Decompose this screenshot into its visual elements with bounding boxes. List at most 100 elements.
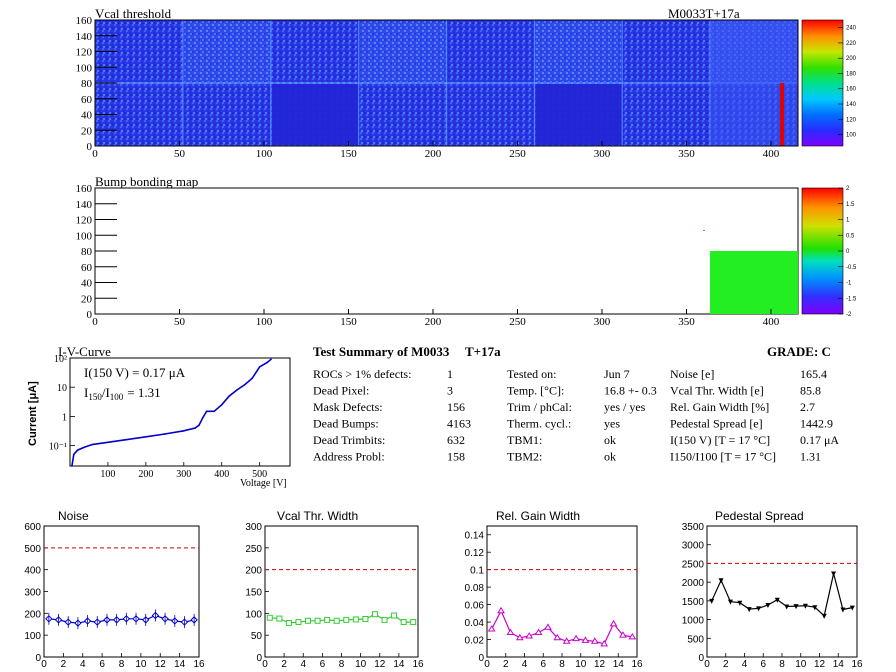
bump-bonding-map: Bump bonding map 0 50 100 150 200 250 300 350 40… — [76, 174, 858, 328]
x-tick-label: 14 — [613, 659, 625, 670]
iv-point — [270, 358, 272, 361]
x-tick-label: 150 — [340, 316, 357, 328]
vcal-palette-ticks: 100 120 140 160 180 200 220 240 — [838, 26, 857, 139]
y-tick-label: 20 — [81, 293, 93, 305]
palette-tick-label: 220 — [846, 41, 857, 47]
x-tick-label: 6 — [760, 659, 766, 670]
y-tick-label: 0.1 — [470, 566, 484, 577]
data-point — [391, 612, 398, 619]
y-tick-label: 100 — [245, 609, 262, 620]
iv-y-tick-label: 10² — [54, 354, 67, 365]
summary-temp: T+17a — [465, 344, 501, 359]
x-tick-label: 6 — [320, 659, 326, 670]
data-point — [784, 604, 790, 610]
y-tick-label: 60 — [81, 262, 93, 274]
x-tick-label: 12 — [594, 659, 606, 670]
iv-x-tick-label: 200 — [138, 469, 153, 480]
iv-x-tick-label: 300 — [176, 469, 191, 480]
chart-vcal-thr-width: Vcal Thr. Width 0 2 4 6 8 10 12 14 16 0 50 100 150 200… — [245, 509, 424, 670]
summary-value: 16.8 +- 0.3 — [604, 384, 657, 398]
vcal-roc-bottom-3 — [359, 84, 446, 145]
vcal-roc-bottom-1 — [183, 84, 270, 145]
summary-label: Dead Pixel: — [313, 384, 369, 398]
summary-label: Dead Bumps: — [313, 417, 379, 431]
x-tick-label: 2 — [281, 659, 287, 670]
palette-tick-label: 100 — [846, 133, 857, 139]
y-tick-label: 140 — [76, 31, 93, 43]
y-tick-label: 140 — [76, 199, 93, 211]
iv-point — [72, 453, 75, 456]
summary-value: ok — [604, 433, 616, 447]
y-tick-label: 300 — [245, 522, 262, 533]
chart-frame — [264, 525, 419, 658]
x-tick-label: 14 — [393, 659, 405, 670]
x-tick-label: 2 — [503, 659, 509, 670]
palette-tick-label: 0 — [846, 249, 850, 255]
iv-point — [251, 377, 253, 380]
y-tick-label: 500 — [24, 544, 41, 555]
iv-title: I-V-Curve — [58, 344, 111, 359]
x-tick-label: 8 — [779, 659, 785, 670]
iv-point — [126, 438, 128, 441]
summary-label: I(150 V) [T = 17 °C] — [670, 433, 770, 447]
summary-value: ok — [604, 450, 616, 464]
summary-value: 158 — [447, 450, 465, 464]
bump-axes: 0 50 100 150 200 250 300 350 400 0 20 40 60 80 100 120 1… — [76, 183, 780, 328]
x-tick-label: 400 — [763, 316, 780, 328]
iv-point — [243, 384, 246, 386]
y-tick-label: 40 — [81, 110, 93, 122]
summary-label: Mask Defects: — [313, 400, 383, 414]
summary-value: 2.7 — [800, 400, 815, 414]
iv-axes: 100 200 300 400 500 10⁻¹ 1 10 10² — [49, 354, 267, 480]
x-tick-label: 250 — [509, 316, 526, 328]
summary-label: Trim / phCal: — [507, 400, 572, 414]
series-line — [48, 614, 195, 624]
x-tick-label: 350 — [678, 148, 695, 160]
x-tick-label: 12 — [814, 659, 826, 670]
y-tick-label: 60 — [81, 94, 93, 106]
x-tick-label: 6 — [540, 659, 546, 670]
x-tick-label: 8 — [339, 659, 345, 670]
y-tick-label: 0.12 — [465, 548, 485, 559]
iv-point — [258, 365, 261, 368]
x-tick-label: 16 — [412, 659, 424, 670]
x-tick-label: 100 — [256, 148, 273, 160]
palette-tick-label: 180 — [846, 71, 857, 77]
summary-grade: GRADE: C — [767, 344, 831, 359]
y-tick-label: 100 — [24, 631, 41, 642]
chart-frame — [486, 525, 638, 658]
x-tick-label: 8 — [559, 659, 565, 670]
x-tick-label: 150 — [340, 148, 357, 160]
y-tick-label: 300 — [24, 588, 41, 599]
data-point — [553, 633, 562, 641]
iv-point — [266, 361, 269, 364]
vcal-roc-bottom-2 — [271, 84, 358, 145]
data-point — [400, 619, 407, 626]
data-point — [487, 625, 496, 632]
y-tick-label: 0.14 — [465, 531, 485, 542]
iv-point — [91, 443, 94, 446]
iv-point — [198, 424, 200, 426]
y-tick-label: 2000 — [682, 578, 705, 589]
data-point — [362, 616, 369, 623]
summary-value: 1442.9 — [800, 417, 833, 431]
palette-tick-label: -1 — [846, 281, 852, 287]
y-tick-label: 80 — [81, 78, 93, 90]
palette-tick-label: 2 — [846, 186, 850, 192]
summary-label: Noise [e] — [670, 367, 714, 381]
vcal-title: Vcal threshold — [95, 6, 172, 21]
data-point — [619, 631, 627, 638]
iv-point — [213, 410, 215, 413]
palette-tick-label: -1.5 — [846, 296, 857, 302]
y-tick-label: 0 — [35, 653, 41, 664]
y-tick-label: 80 — [81, 246, 93, 258]
iv-point — [194, 427, 196, 429]
iv-point — [71, 465, 73, 467]
data-point — [295, 619, 302, 626]
iv-y-tick-label: 1 — [62, 412, 67, 423]
palette-tick-label: -0.5 — [846, 265, 857, 271]
iv-x-tick-label: 500 — [252, 469, 267, 480]
data-point — [333, 617, 340, 624]
y-tick-label: 0.06 — [465, 601, 485, 612]
data-point — [305, 617, 312, 624]
